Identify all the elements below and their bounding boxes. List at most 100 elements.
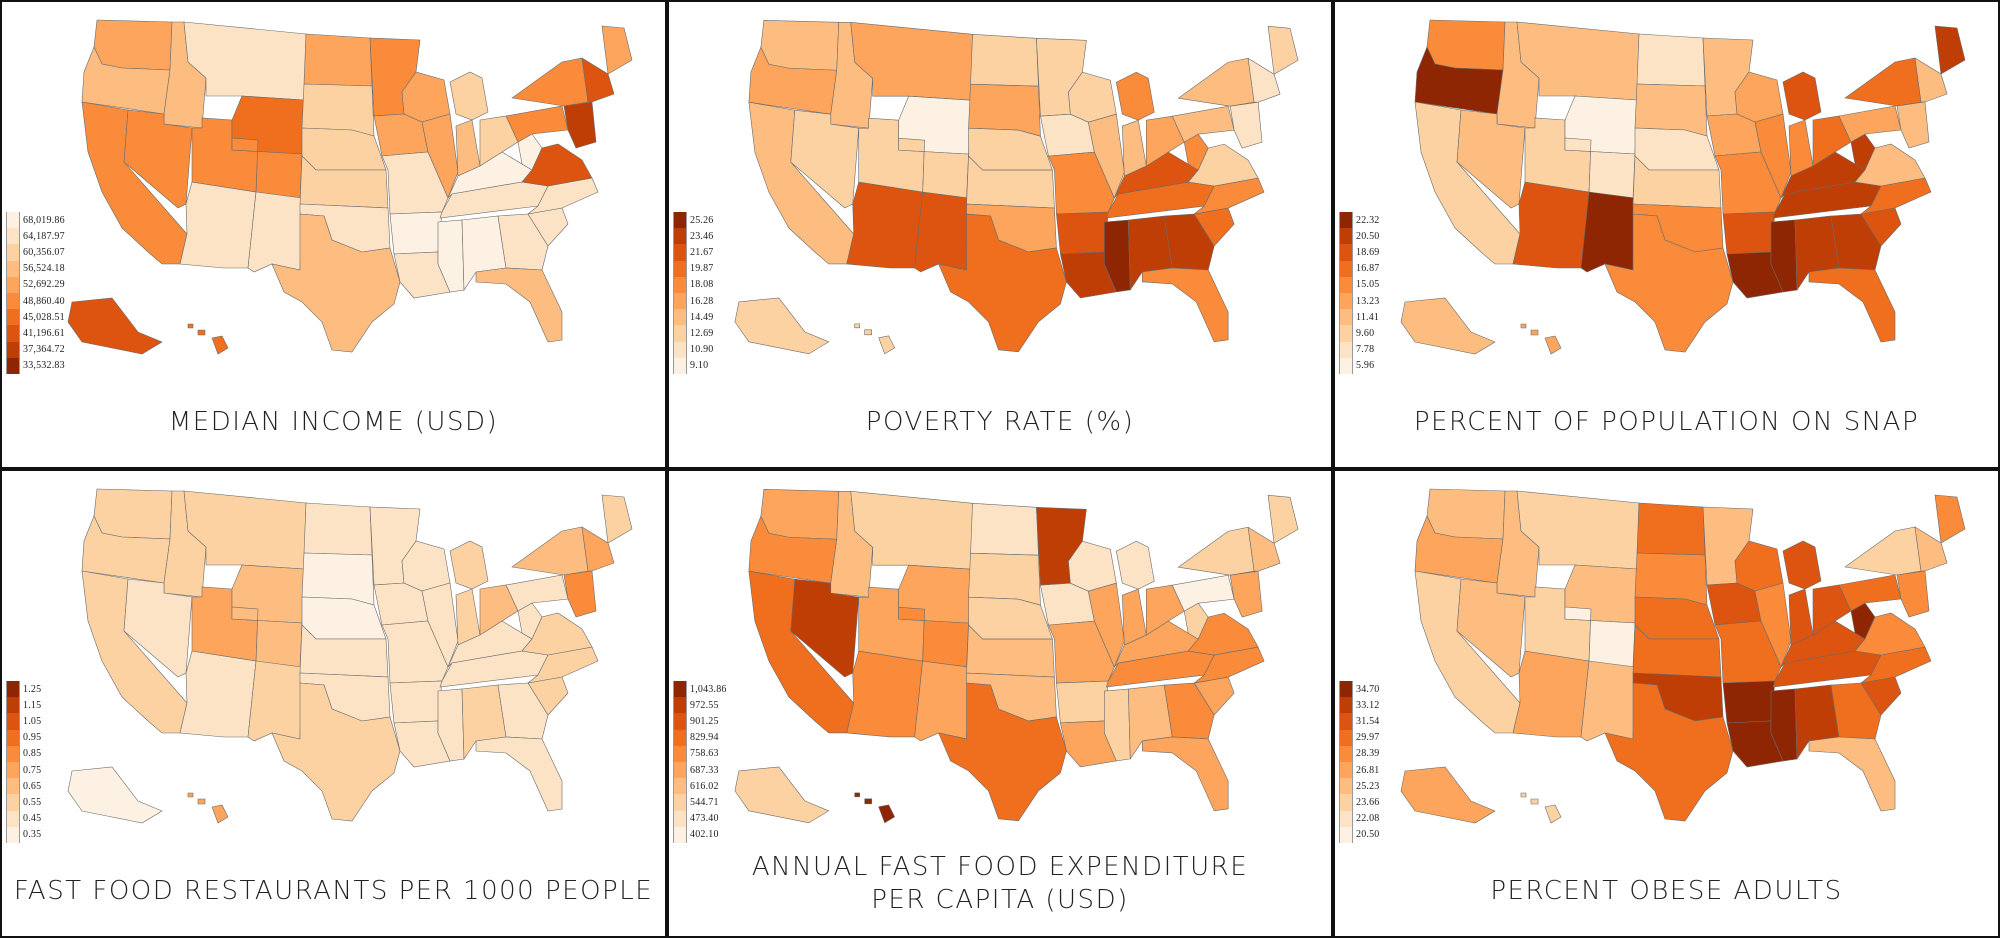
legend-label: 56,524.18 bbox=[23, 263, 65, 275]
legend-row: 16.28 bbox=[673, 292, 793, 310]
panel-obese-adults: 34.70 33.12 31.54 29.97 28.39 26.81 25.23 23.66… bbox=[1333, 469, 2000, 938]
panel-title-line: PER CAPITA (USD) bbox=[871, 885, 1129, 915]
state-ny bbox=[511, 526, 589, 576]
state-pa bbox=[1171, 574, 1235, 612]
legend-swatch bbox=[673, 212, 687, 229]
state-ak bbox=[67, 766, 163, 824]
state-tx bbox=[938, 682, 1067, 822]
state-ga bbox=[1830, 682, 1882, 740]
state-wa bbox=[93, 488, 173, 540]
state-pa bbox=[1171, 105, 1235, 143]
title-median-income: MEDIAN INCOME (USD) bbox=[2, 406, 665, 439]
legend-swatch bbox=[1339, 212, 1353, 229]
state-mid bbox=[1896, 570, 1930, 618]
legend-snap: 22.32 20.50 18.69 16.87 15.05 13.23 11.41 9.60 7… bbox=[1339, 212, 1459, 374]
legend-swatch bbox=[1339, 341, 1353, 358]
legend-swatch bbox=[6, 244, 20, 261]
state-ga bbox=[497, 213, 549, 271]
title-poverty-rate: POVERTY RATE (%) bbox=[669, 406, 1331, 439]
legend-swatch bbox=[6, 745, 20, 762]
state-nm bbox=[1580, 191, 1636, 273]
legend-row: 25.26 bbox=[673, 212, 793, 229]
legend-label: 0.55 bbox=[23, 796, 42, 808]
state-fl bbox=[475, 267, 563, 343]
state-nm bbox=[247, 191, 303, 273]
legend-swatch bbox=[673, 810, 687, 827]
legend-swatch bbox=[1339, 309, 1353, 326]
legend-swatch bbox=[1339, 826, 1353, 843]
state-ak bbox=[734, 297, 830, 355]
state-nv bbox=[123, 109, 193, 209]
state-wa bbox=[1426, 19, 1506, 71]
state-hi bbox=[854, 323, 896, 355]
legend-row: 16.87 bbox=[1339, 260, 1459, 277]
state-wa bbox=[760, 489, 840, 540]
state-va bbox=[1854, 143, 1926, 187]
state-ak bbox=[67, 297, 163, 355]
legend-label: 1,043.86 bbox=[690, 683, 727, 695]
state-ne_ bbox=[1914, 57, 1948, 103]
panel-fast-food-expenditure: 1,043.86 972.55 901.25 829.94 758.63 687.33 61… bbox=[667, 469, 1333, 938]
state-az bbox=[1512, 181, 1590, 269]
legend-row: 22.32 bbox=[1339, 212, 1459, 229]
state-ks bbox=[966, 624, 1055, 678]
state-hi bbox=[187, 792, 229, 824]
legend-row: 0.65 bbox=[6, 778, 126, 795]
state-nm bbox=[914, 660, 969, 742]
state-ms bbox=[437, 219, 465, 293]
legend-swatch bbox=[1339, 713, 1353, 730]
state-il bbox=[421, 582, 459, 668]
legend-row: 9.10 bbox=[673, 357, 793, 374]
legend-label: 7.78 bbox=[1356, 344, 1375, 356]
legend-label: 13.23 bbox=[1356, 295, 1380, 307]
legend-swatch bbox=[6, 212, 20, 229]
legend-row: 21.67 bbox=[673, 244, 793, 261]
legend-label: 1.25 bbox=[23, 683, 42, 695]
state-ny bbox=[1844, 57, 1922, 107]
legend-row: 1.15 bbox=[6, 697, 126, 714]
legend-row: 13.23 bbox=[1339, 292, 1459, 310]
legend-swatch bbox=[1339, 681, 1353, 698]
state-fl bbox=[475, 736, 563, 812]
state-tx bbox=[271, 682, 401, 822]
legend-swatch bbox=[673, 745, 687, 762]
state-va bbox=[1854, 612, 1926, 656]
legend-label: 20.50 bbox=[1356, 230, 1380, 242]
state-pa bbox=[1838, 574, 1902, 612]
legend-label: 22.32 bbox=[1356, 214, 1380, 226]
legend-label: 10.90 bbox=[690, 344, 714, 356]
state-oh bbox=[1812, 584, 1852, 636]
state-ne_ bbox=[1247, 526, 1281, 572]
legend-swatch bbox=[1339, 729, 1353, 746]
legend-swatch bbox=[6, 778, 20, 795]
legend-label: 1.15 bbox=[23, 699, 42, 711]
state-nv bbox=[1456, 578, 1526, 678]
state-ne_ bbox=[1247, 57, 1281, 103]
state-ks bbox=[299, 155, 389, 209]
legend-swatch bbox=[673, 697, 687, 714]
legend-label: 16.87 bbox=[1356, 263, 1380, 275]
state-mid bbox=[563, 101, 597, 149]
title-fast-food-restaurants: FAST FOOD RESTAURANTS PER 1000 PEOPLE bbox=[2, 875, 665, 908]
legend-row: 34.70 bbox=[1339, 681, 1459, 698]
legend-label: 52,692.29 bbox=[23, 279, 65, 291]
legend-row: 1,043.86 bbox=[673, 681, 793, 698]
state-ga bbox=[1163, 682, 1215, 740]
panel-fast-food-restaurants: 1.25 1.15 1.05 0.95 0.85 0.75 0.65 0.55 0.45 0.35… bbox=[0, 469, 667, 938]
legend-row: 45,028.51 bbox=[6, 309, 126, 326]
legend-row: 11.41 bbox=[1339, 309, 1459, 326]
state-fl bbox=[1141, 736, 1229, 812]
legend-swatch bbox=[6, 357, 20, 374]
legend-swatch bbox=[6, 341, 20, 358]
legend-swatch bbox=[1339, 810, 1353, 827]
legend-row: 0.75 bbox=[6, 761, 126, 779]
legend-swatch bbox=[1339, 794, 1353, 811]
state-mi bbox=[1115, 71, 1155, 121]
legend-label: 972.55 bbox=[690, 699, 719, 711]
state-nd bbox=[1636, 33, 1706, 87]
state-tx bbox=[271, 213, 401, 353]
state-hi bbox=[854, 792, 896, 824]
state-il bbox=[1088, 113, 1125, 199]
legend-swatch bbox=[673, 778, 687, 795]
